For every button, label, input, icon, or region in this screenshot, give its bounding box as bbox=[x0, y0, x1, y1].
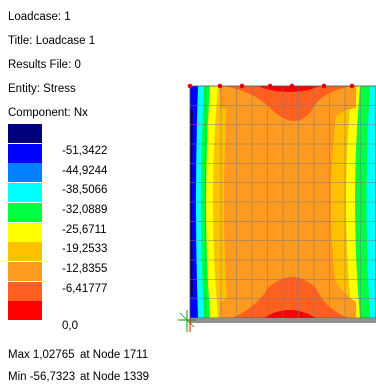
node-marker bbox=[321, 83, 327, 89]
top-nodes bbox=[187, 83, 355, 89]
legend-swatch-3 bbox=[8, 163, 42, 183]
min-value: Min -56,7323 bbox=[8, 371, 76, 383]
legend-swatch-6 bbox=[8, 222, 42, 242]
legend-swatch-9 bbox=[8, 281, 42, 301]
results-file-label: Results File: 0 bbox=[8, 59, 81, 71]
node-marker bbox=[239, 83, 245, 89]
min-node: at Node 1339 bbox=[80, 371, 150, 383]
band-red-bottom bbox=[264, 310, 316, 318]
legend-label-3: -38,5066 bbox=[62, 184, 108, 196]
legend-swatch-10 bbox=[8, 301, 42, 321]
legend-swatch-8 bbox=[8, 261, 42, 281]
legend-label-9: 0,0 bbox=[62, 320, 78, 332]
band-deep-orange bbox=[224, 86, 352, 121]
band-deep-orange-bottom bbox=[232, 277, 348, 318]
node-marker bbox=[349, 83, 355, 89]
component-label: Component: Nx bbox=[8, 107, 88, 119]
band-left-navy bbox=[190, 110, 193, 296]
node-marker bbox=[289, 83, 295, 89]
band-red-top bbox=[258, 86, 320, 92]
node-marker bbox=[267, 83, 273, 89]
entity-label: Entity: Stress bbox=[8, 83, 76, 95]
legend-swatch-5 bbox=[8, 202, 42, 222]
base-support bbox=[190, 318, 376, 323]
legend-label-1: -51,3422 bbox=[62, 145, 108, 157]
legend-label-6: -19,2533 bbox=[62, 243, 108, 255]
max-node: at Node 1711 bbox=[80, 349, 149, 361]
title-label: Title: Loadcase 1 bbox=[8, 35, 96, 47]
legend-swatch-1 bbox=[8, 124, 42, 143]
legend-label-2: -44,9244 bbox=[62, 165, 108, 177]
legend-label-7: -12,8355 bbox=[62, 263, 108, 275]
min-stat: Min -56,7323 at Node 1339 bbox=[8, 371, 149, 383]
legend-label-5: -25,6711 bbox=[62, 224, 107, 236]
max-value: Max 1,02765 bbox=[8, 349, 75, 361]
node-marker bbox=[187, 83, 193, 89]
legend-label-8: -6,41777 bbox=[62, 283, 108, 295]
node-marker bbox=[217, 83, 223, 89]
mesh-grid bbox=[190, 86, 376, 318]
max-stat: Max 1,02765 at Node 1711 bbox=[8, 349, 148, 361]
stress-contour-plot[interactable] bbox=[160, 70, 376, 332]
legend-swatch-2 bbox=[8, 143, 42, 163]
support-symbol bbox=[178, 310, 196, 332]
legend-swatch-4 bbox=[8, 183, 42, 203]
loadcase-label: Loadcase: 1 bbox=[8, 11, 71, 23]
legend-swatch-7 bbox=[8, 242, 42, 262]
legend-label-4: -32,0889 bbox=[62, 204, 108, 216]
